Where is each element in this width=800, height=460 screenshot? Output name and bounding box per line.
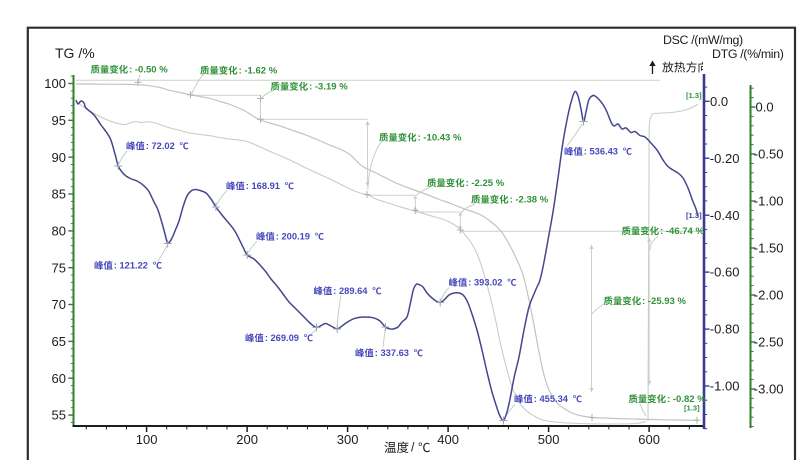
svg-text:-0.60: -0.60 [710,265,740,280]
svg-text:0.0: 0.0 [756,100,774,115]
svg-text:75: 75 [52,260,66,275]
svg-text:80: 80 [52,224,66,239]
svg-text:-0.40: -0.40 [710,208,740,223]
svg-text:55: 55 [52,408,66,423]
svg-text:-0.20: -0.20 [710,151,740,166]
svg-text:-0.80: -0.80 [710,322,740,337]
svg-text:: 337.63: : 337.63 [375,348,409,358]
svg-text:: -10.43 %: : -10.43 % [418,132,462,143]
svg-text:[1.3]: [1.3] [686,91,702,100]
svg-text:: 393.02: : 393.02 [468,277,502,287]
svg-text:-1.00: -1.00 [754,194,784,209]
svg-text:: -1.62 %: : -1.62 % [239,65,278,76]
svg-text:500: 500 [538,432,560,447]
svg-text:200: 200 [236,432,258,447]
svg-text:: -0.82 %: : -0.82 % [667,394,706,405]
svg-text:-2.50: -2.50 [754,335,784,350]
svg-text:: -0.50 %: : -0.50 % [129,64,168,75]
svg-text:70: 70 [52,297,66,312]
svg-text:: 536.43: : 536.43 [584,146,618,156]
svg-text:: 168.91: : 168.91 [246,181,280,191]
svg-text:0.0: 0.0 [710,94,728,109]
svg-text:: 269.09: : 269.09 [265,333,299,343]
svg-text:DTG /(%/min): DTG /(%/min) [712,47,784,61]
svg-text:-1.50: -1.50 [754,241,784,256]
svg-text:85: 85 [52,187,66,202]
svg-text:TG /%: TG /% [55,45,95,61]
svg-text:95: 95 [52,113,66,128]
svg-text:600: 600 [638,432,660,447]
svg-text:-0.50: -0.50 [754,147,784,162]
svg-text:: -2.38 %: : -2.38 % [510,194,549,205]
svg-text:[1.3]: [1.3] [684,404,700,413]
svg-text:DSC /(mW/mg): DSC /(mW/mg) [663,33,743,47]
svg-text:100: 100 [136,432,158,447]
svg-text:60: 60 [52,371,66,386]
svg-text:: -2.25 %: : -2.25 % [466,178,505,189]
svg-text:90: 90 [52,150,66,165]
svg-text:/: / [411,441,415,455]
svg-text:: 121.22: : 121.22 [114,260,148,270]
svg-text:300: 300 [337,432,359,447]
svg-text:-2.00: -2.00 [754,288,784,303]
svg-text:: 72.02: : 72.02 [146,141,175,151]
svg-text:: 200.19: : 200.19 [276,231,310,241]
svg-text:-1.00: -1.00 [710,379,740,394]
svg-text:400: 400 [437,432,459,447]
svg-text:: -25.93 %: : -25.93 % [642,296,686,307]
svg-text:: 289.64: : 289.64 [333,286,368,296]
svg-text:-3.00: -3.00 [754,382,784,397]
svg-text:65: 65 [52,334,66,349]
svg-text:: -46.74 %: : -46.74 % [660,226,704,237]
svg-text:[1.3]: [1.3] [686,211,702,220]
svg-text:: 455.34: : 455.34 [534,394,569,404]
svg-text:100: 100 [44,76,66,91]
svg-text:: -3.19 %: : -3.19 % [309,81,348,92]
